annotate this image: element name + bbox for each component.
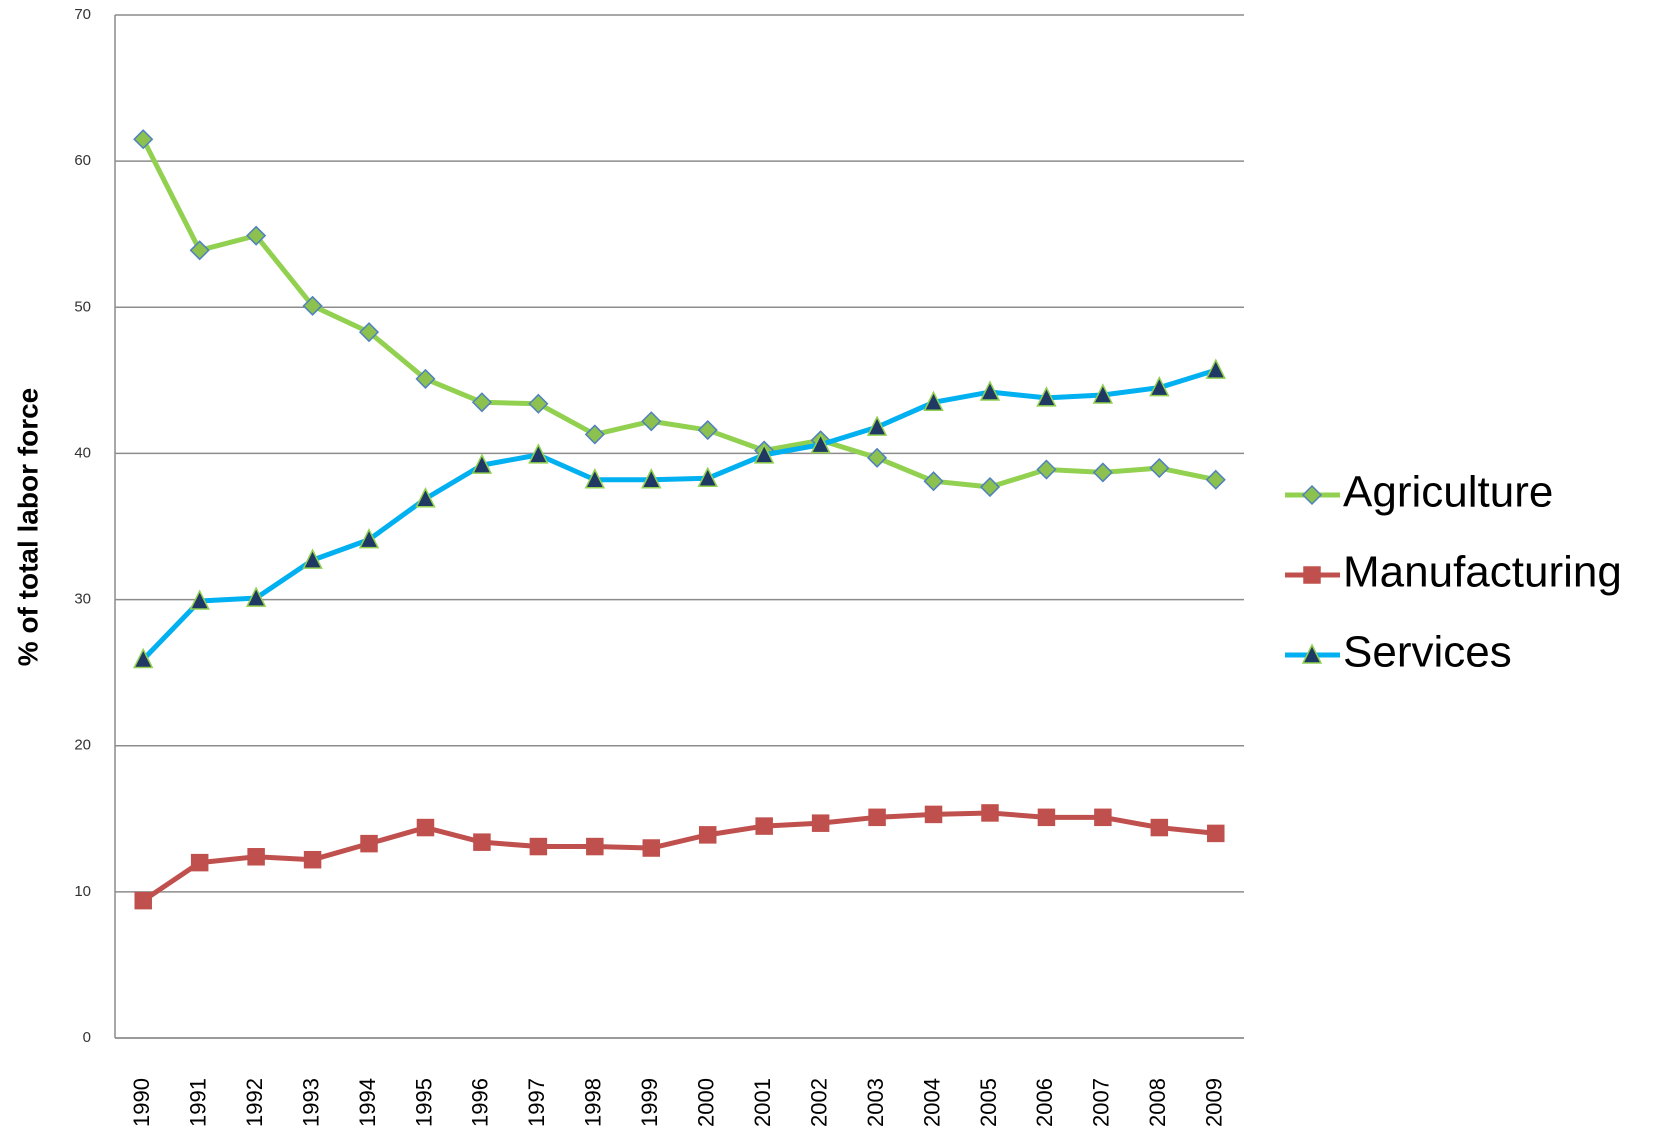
x-tick-label: 2005 [976,1078,1001,1127]
legend-label: Agriculture [1343,468,1553,517]
series-line [140,138,1217,490]
marker [641,411,662,432]
marker [979,476,1001,498]
marker [1207,824,1225,843]
marker [641,468,662,489]
marker [755,817,773,835]
marker [1092,383,1114,404]
series-line [141,367,1217,662]
x-tick-label: 1997 [524,1078,549,1127]
x-tick-label: 1993 [298,1078,323,1127]
marker [303,850,322,869]
marker [697,419,718,441]
marker [923,390,944,412]
marker [471,453,493,474]
marker [360,834,378,853]
marker [979,380,1001,401]
marker [529,837,548,856]
marker [415,487,436,508]
marker [245,586,267,607]
marker [1036,459,1057,480]
marker [1036,386,1057,407]
marker [134,891,152,910]
marker [642,839,661,857]
marker [247,848,265,866]
marker [189,240,210,261]
marker [471,392,492,413]
x-tick-label: 1990 [129,1078,154,1127]
y-tick-label: 60 [74,152,91,169]
legend-marker [1301,643,1323,664]
marker [133,647,154,669]
marker [302,295,323,316]
x-tick-label: 2003 [863,1078,888,1127]
y-tick-label: 20 [74,737,91,754]
marker [981,804,999,822]
x-tick-label: 1994 [355,1078,380,1127]
marker [868,808,886,827]
x-tick-label: 2004 [919,1078,944,1127]
marker [190,853,209,872]
marker [358,527,380,549]
marker [697,466,718,488]
marker [358,322,380,343]
x-tick-label: 2000 [694,1078,719,1127]
marker [698,826,717,844]
marker [753,443,775,464]
marker [1149,457,1170,479]
y-tick-label: 10 [74,883,91,900]
series-line [141,810,1217,903]
x-tick-label: 2006 [1032,1078,1057,1127]
marker [189,589,210,610]
marker [528,393,549,414]
y-tick-label: 70 [74,6,91,23]
marker [810,432,831,454]
y-tick-label: 0 [83,1029,91,1046]
marker [1149,375,1170,397]
marker [133,129,154,150]
marker [302,548,323,569]
x-tick-label: 1991 [185,1078,210,1127]
x-tick-label: 1998 [581,1078,606,1127]
marker [584,468,606,489]
x-tick-label: 1996 [468,1078,493,1127]
legend-marker [1301,484,1323,506]
y-tick-label: 30 [74,591,91,608]
marker [416,818,435,837]
x-tick-label: 2007 [1089,1078,1114,1127]
marker [866,415,888,436]
legend-marker [1303,566,1321,584]
marker [1094,808,1112,827]
y-tick-label: 50 [74,298,91,315]
marker [867,447,888,468]
x-tick-label: 2009 [1202,1078,1227,1127]
x-tick-label: 2001 [750,1078,775,1127]
y-axis-label: % of total labor force [12,388,43,666]
marker [924,805,943,824]
marker [1092,462,1113,483]
marker [1205,358,1226,379]
x-tick-label: 1999 [637,1078,662,1127]
marker [1205,469,1226,490]
marker [923,471,944,492]
marker [811,814,830,832]
marker [528,443,549,464]
x-tick-label: 1992 [242,1078,267,1127]
marker [246,225,267,246]
x-tick-label: 1995 [411,1078,436,1127]
marker [473,833,491,851]
marker [584,424,605,445]
y-tick-label: 40 [74,444,91,461]
legend-label: Manufacturing [1343,548,1622,597]
legend-label: Services [1343,628,1512,677]
marker [1150,818,1169,837]
x-tick-label: 2002 [806,1078,831,1127]
x-tick-label: 2008 [1145,1078,1170,1127]
marker [586,837,604,856]
marker [1037,808,1056,827]
marker [415,368,436,389]
